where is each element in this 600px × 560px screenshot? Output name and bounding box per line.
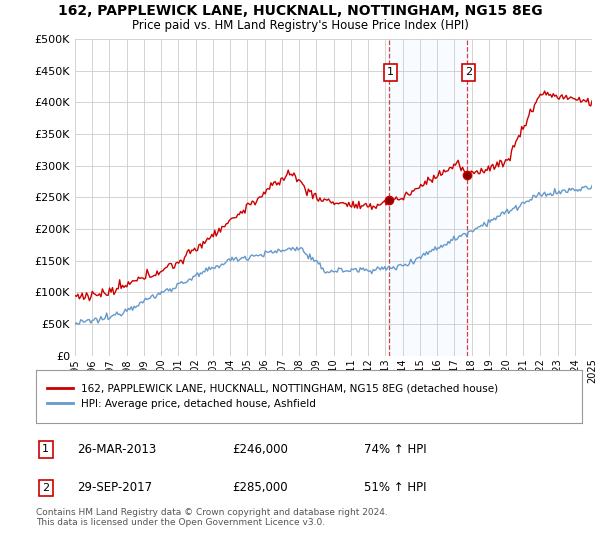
Text: 162, PAPPLEWICK LANE, HUCKNALL, NOTTINGHAM, NG15 8EG: 162, PAPPLEWICK LANE, HUCKNALL, NOTTINGH… bbox=[58, 4, 542, 18]
Text: 2: 2 bbox=[42, 483, 49, 493]
Text: 2: 2 bbox=[465, 67, 472, 77]
Legend: 162, PAPPLEWICK LANE, HUCKNALL, NOTTINGHAM, NG15 8EG (detached house), HPI: Aver: 162, PAPPLEWICK LANE, HUCKNALL, NOTTINGH… bbox=[47, 384, 498, 409]
Text: Price paid vs. HM Land Registry's House Price Index (HPI): Price paid vs. HM Land Registry's House … bbox=[131, 19, 469, 32]
Text: £246,000: £246,000 bbox=[233, 443, 289, 456]
Text: 1: 1 bbox=[387, 67, 394, 77]
Text: 1: 1 bbox=[43, 445, 49, 454]
Text: 51% ↑ HPI: 51% ↑ HPI bbox=[364, 482, 426, 494]
Text: Contains HM Land Registry data © Crown copyright and database right 2024.
This d: Contains HM Land Registry data © Crown c… bbox=[36, 508, 388, 528]
Text: £285,000: £285,000 bbox=[233, 482, 288, 494]
Text: 29-SEP-2017: 29-SEP-2017 bbox=[77, 482, 152, 494]
Text: 26-MAR-2013: 26-MAR-2013 bbox=[77, 443, 156, 456]
Bar bbox=[389, 39, 467, 356]
Text: 74% ↑ HPI: 74% ↑ HPI bbox=[364, 443, 426, 456]
